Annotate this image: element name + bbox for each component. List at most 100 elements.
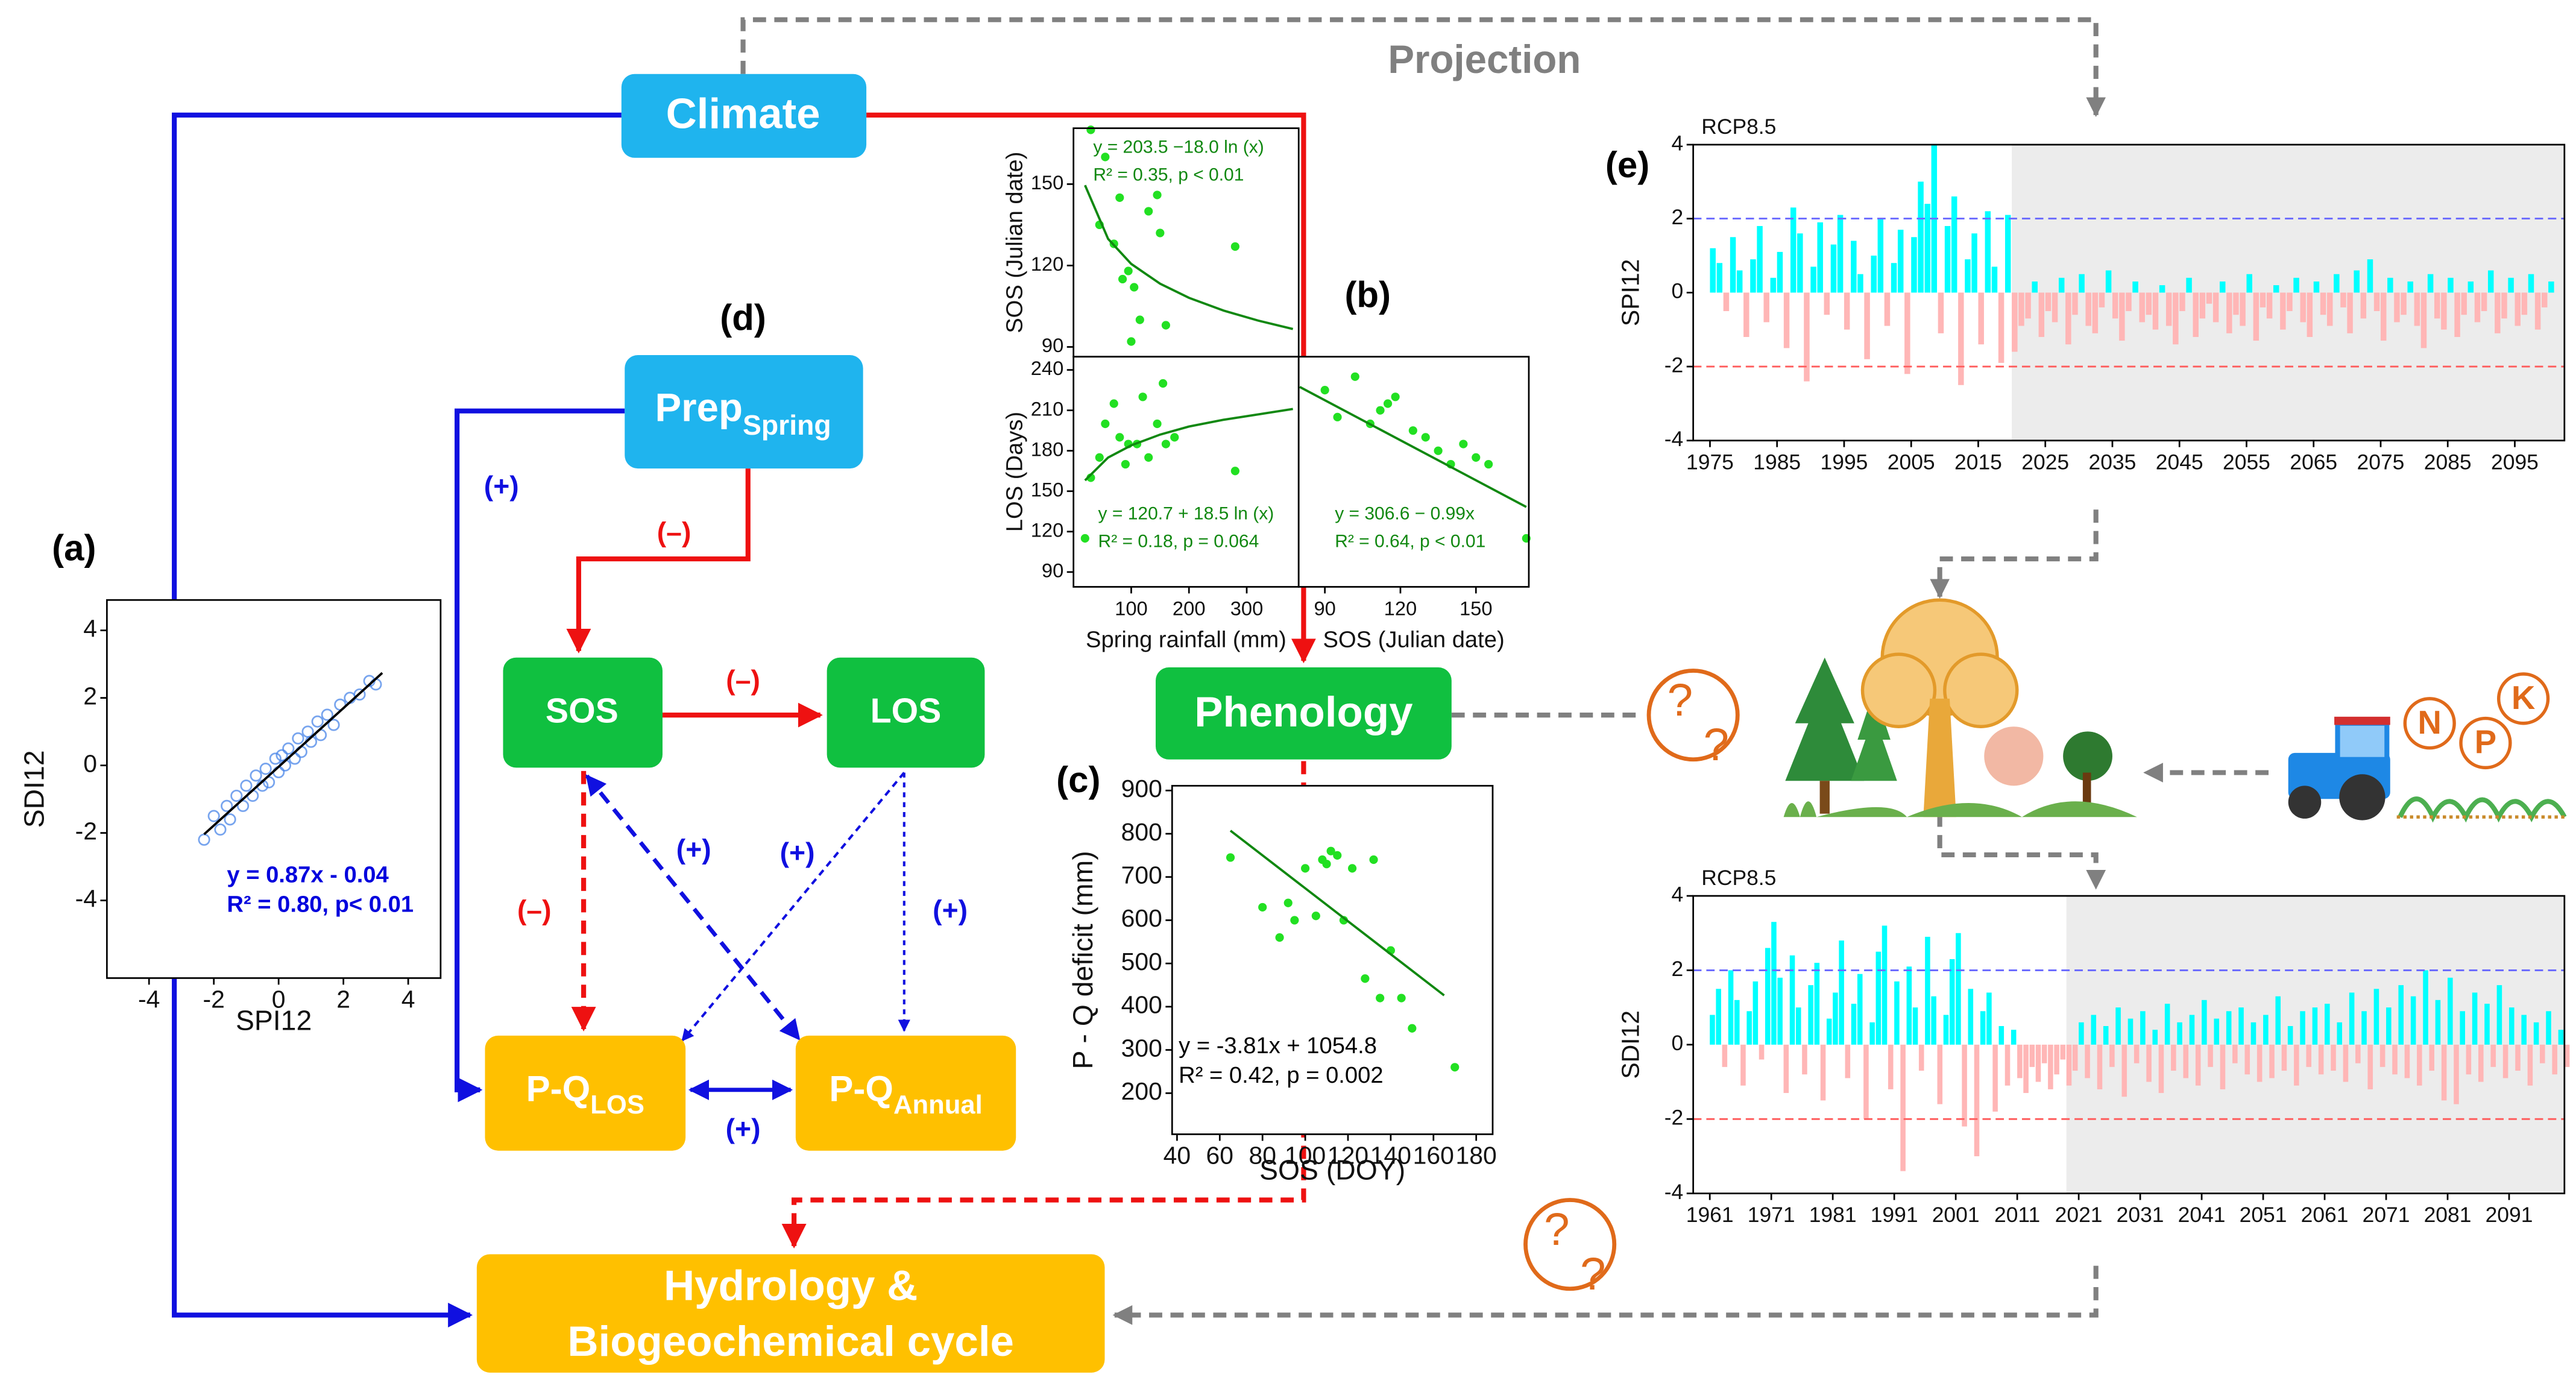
bar <box>2441 1044 2447 1101</box>
bar <box>2478 1044 2484 1082</box>
bar <box>2407 281 2413 293</box>
bar <box>1974 1044 1980 1156</box>
bar <box>2287 1025 2293 1045</box>
nutrient-icon <box>2459 716 2512 770</box>
bar <box>2177 1022 2182 1045</box>
bar <box>1743 292 1749 337</box>
bar <box>1777 251 1783 293</box>
bar <box>2139 292 2145 323</box>
annotation: y = 120.7 + 18.5 ln (x) <box>1098 503 1274 523</box>
x-tick-label: 300 <box>1230 597 1264 619</box>
bar <box>2079 1022 2084 1045</box>
bar <box>2306 1044 2312 1067</box>
bar <box>2017 1044 2023 1079</box>
bar <box>2232 1044 2238 1063</box>
bar <box>1770 277 1777 293</box>
point <box>1311 912 1320 921</box>
edge-label: (+) <box>933 895 968 926</box>
bar <box>2527 1044 2533 1086</box>
bar <box>2495 292 2501 333</box>
point <box>311 715 324 728</box>
bar <box>1978 292 1984 345</box>
chart-title: RCP8.5 <box>1701 866 1776 890</box>
point <box>1258 902 1267 912</box>
bar <box>2045 292 2052 312</box>
point <box>1101 153 1110 162</box>
bar <box>1746 1011 1752 1045</box>
los-label: LOS <box>871 692 942 731</box>
bar <box>2484 1003 2490 1045</box>
bar <box>1716 263 1723 293</box>
circle-shape <box>1860 652 1937 728</box>
point <box>1086 125 1095 134</box>
bar <box>1824 292 1830 315</box>
bar <box>2214 1018 2220 1045</box>
point <box>292 732 304 745</box>
bar <box>2263 1015 2269 1045</box>
bar <box>1810 266 1816 293</box>
y-tick-label: 2 <box>83 682 97 710</box>
bar <box>1918 181 1924 293</box>
bar <box>1924 204 1930 293</box>
bar <box>2226 1011 2232 1045</box>
bar <box>2334 274 2340 293</box>
pq-annual-box <box>795 1035 1016 1151</box>
los-box <box>827 657 985 768</box>
bar <box>1795 1007 1801 1045</box>
bar <box>2146 292 2152 315</box>
x-tick-label: 2005 <box>1888 450 1935 474</box>
y-axis-label: SPI12 <box>1617 259 1645 326</box>
hydrology-label: Biogeochemical cycle <box>567 1318 1014 1365</box>
y-tick-label: 150 <box>1031 478 1064 500</box>
point <box>1369 855 1378 864</box>
bar <box>2420 292 2427 348</box>
question-mark: ? <box>1704 719 1729 770</box>
bar <box>1894 981 1900 1045</box>
y-tick-label: -2 <box>75 817 97 845</box>
bar <box>2152 292 2159 330</box>
point <box>1383 399 1393 408</box>
bar <box>2300 292 2306 323</box>
annotation: R² = 0.18, p = 0.064 <box>1098 532 1259 552</box>
bar <box>2041 1044 2047 1063</box>
chart-panel: 90 120 150 180 210 240 100 200 300 Spring rainfal… <box>1001 356 1300 653</box>
x-tick-label: 1971 <box>1748 1203 1795 1227</box>
y-tick-label: 400 <box>1121 991 1162 1019</box>
y-tick-label: 300 <box>1121 1034 1162 1062</box>
bar <box>2115 1007 2121 1045</box>
point <box>321 708 333 721</box>
phenology-label: Phenology <box>1194 688 1413 736</box>
bar <box>2448 977 2453 1045</box>
bar <box>2159 285 2165 293</box>
bar <box>2079 274 2085 293</box>
frame <box>1171 785 1494 1135</box>
edge-label: (–) <box>726 664 760 696</box>
tractor <box>2288 716 2568 823</box>
point <box>1421 433 1430 442</box>
projection-label: Projection <box>1388 37 1581 81</box>
point <box>1326 846 1335 855</box>
bar <box>1820 1044 1826 1101</box>
bar <box>2091 1015 2097 1045</box>
y-tick-label: 700 <box>1121 861 1162 889</box>
bar <box>1783 1044 1789 1094</box>
bar <box>2035 1044 2041 1082</box>
circle-shape <box>1984 726 2044 786</box>
bar <box>1943 1015 1949 1045</box>
bar <box>2244 1044 2250 1075</box>
climate-box <box>621 74 867 158</box>
annotation: R² = 0.35, p < 0.01 <box>1093 165 1244 185</box>
bar <box>2060 1044 2066 1060</box>
bar <box>2058 277 2065 293</box>
bar <box>1722 1044 1728 1067</box>
bar <box>1797 233 1803 293</box>
bar <box>2293 277 2299 293</box>
x-tick-label: 180 <box>1456 1141 1497 1169</box>
y-tick-label: -2 <box>1664 353 1684 377</box>
bar <box>1968 989 1974 1045</box>
bar <box>2158 1044 2164 1094</box>
fit-line <box>1299 386 1527 508</box>
bar <box>2398 985 2404 1045</box>
x-tick-label: 2095 <box>2491 450 2539 474</box>
point <box>1095 453 1104 462</box>
